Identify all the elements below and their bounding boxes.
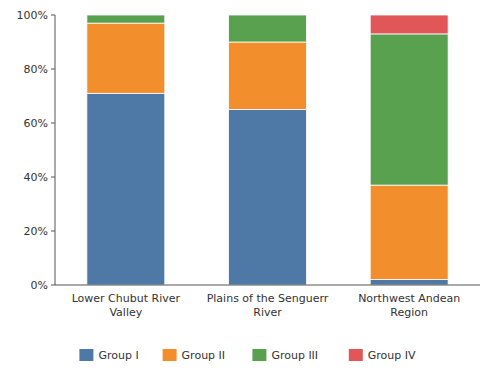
legend-label: Group IV bbox=[368, 349, 416, 362]
x-axis bbox=[55, 285, 480, 286]
bar-segment bbox=[370, 280, 448, 285]
y-tick-label: 40% bbox=[24, 171, 48, 184]
bar-segment bbox=[87, 15, 165, 23]
y-tick bbox=[51, 231, 55, 232]
y-tick bbox=[51, 123, 55, 124]
bar-segment bbox=[370, 15, 448, 34]
y-tick-label: 60% bbox=[24, 117, 48, 130]
y-tick-label: 20% bbox=[24, 225, 48, 238]
bars bbox=[87, 15, 448, 285]
bar-segment bbox=[370, 34, 448, 185]
chart: 0% 20% 40% 60% 80% 100% Lower Chubut RiverVall… bbox=[0, 0, 500, 389]
legend-swatch bbox=[252, 349, 266, 361]
legend-swatch bbox=[163, 349, 177, 361]
x-tick-label: Lower Chubut RiverValley bbox=[72, 292, 181, 319]
bar-segment bbox=[229, 15, 307, 42]
y-tick-label: 0% bbox=[31, 279, 48, 292]
x-tick-label: Northwest AndeanRegion bbox=[358, 292, 460, 319]
y-tick-label: 100% bbox=[17, 9, 48, 22]
legend-swatch bbox=[79, 349, 93, 361]
y-tick bbox=[51, 15, 55, 16]
y-tick-label: 80% bbox=[24, 63, 48, 76]
legend: Group I Group II Group III Group IV bbox=[79, 349, 416, 362]
bar-segment bbox=[229, 15, 307, 16]
bar-segment bbox=[229, 110, 307, 286]
legend-label: Group I bbox=[98, 349, 138, 362]
bar-segment bbox=[87, 15, 165, 16]
bar-segment bbox=[87, 23, 165, 93]
legend-label: Group II bbox=[182, 349, 225, 362]
legend-label: Group III bbox=[271, 349, 318, 362]
y-tick bbox=[51, 177, 55, 178]
y-tick bbox=[51, 69, 55, 70]
legend-swatch bbox=[349, 349, 363, 361]
bar-segment bbox=[229, 42, 307, 110]
bar-segment bbox=[370, 185, 448, 280]
bar-segment bbox=[87, 93, 165, 285]
y-axis bbox=[55, 15, 56, 285]
y-tick bbox=[51, 285, 55, 286]
x-tick-label: Plains of the SenguerrRiver bbox=[207, 292, 329, 319]
